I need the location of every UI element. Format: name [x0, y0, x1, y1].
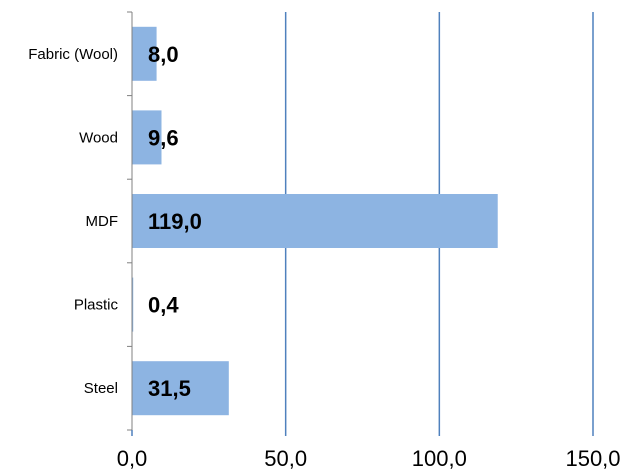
data-label-0: 8,0	[148, 42, 179, 67]
bar-4	[132, 361, 229, 416]
data-labels: 8,0 9,6 119,0 0,4 31,5	[148, 42, 202, 401]
data-label-3: 0,4	[148, 293, 179, 318]
bar-0	[132, 26, 157, 81]
bar-3	[132, 277, 134, 332]
x-tick-label-1: 50,0	[264, 446, 307, 471]
x-tick-label-0: 0,0	[117, 446, 148, 471]
bar-1	[132, 110, 162, 165]
data-label-2: 119,0	[148, 209, 202, 234]
bar-2	[132, 194, 498, 248]
category-label-3: Plastic	[74, 297, 119, 314]
category-label-0: Fabric (Wool)	[28, 46, 118, 63]
data-label-4: 31,5	[148, 376, 191, 401]
category-label-2: MDF	[86, 213, 119, 230]
axes	[127, 11, 594, 436]
category-label-1: Wood	[79, 129, 118, 146]
category-label-4: Steel	[84, 380, 118, 397]
x-tick-label-3: 150,0	[565, 446, 620, 471]
bars	[132, 26, 498, 416]
data-label-1: 9,6	[148, 125, 179, 150]
category-labels: Fabric (Wool) Wood MDF Plastic Steel	[28, 46, 118, 397]
x-tick-label-2: 100,0	[412, 446, 467, 471]
tick-labels: 0,0 50,0 100,0 150,0	[117, 446, 621, 471]
